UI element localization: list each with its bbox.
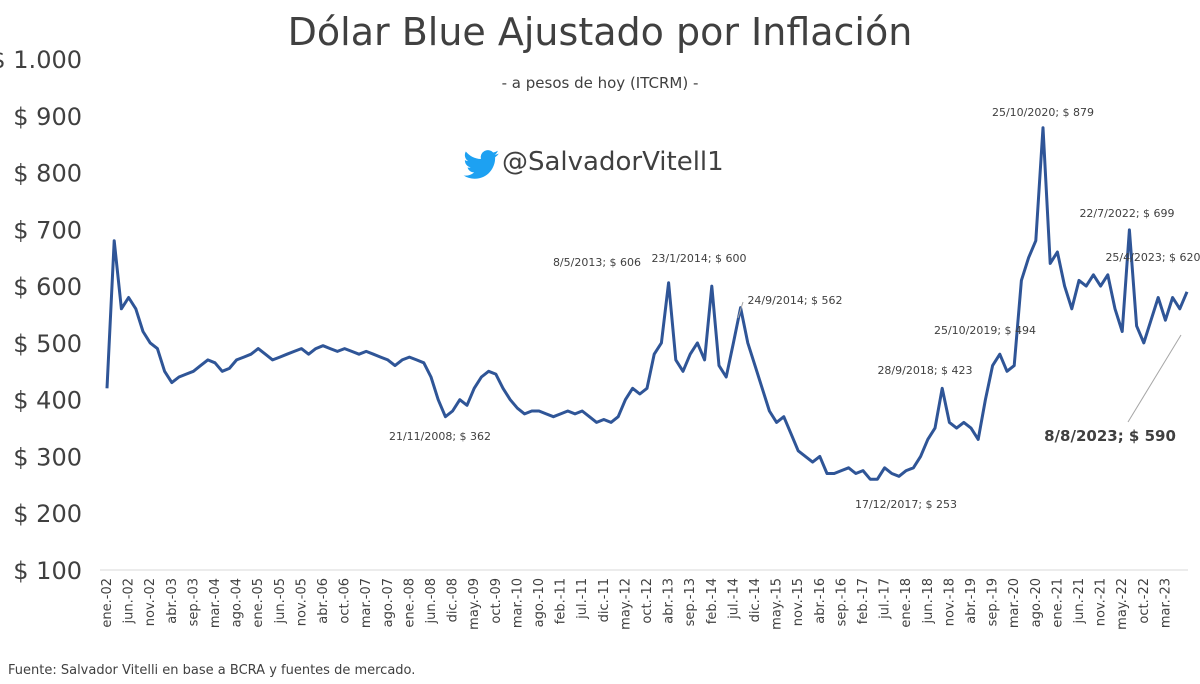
x-tick-label: mar.-20 [1007, 578, 1022, 628]
x-tick-label: jun.-18 [921, 578, 936, 624]
x-tick-label: oct.-06 [338, 578, 353, 624]
y-tick-label: $ 400 [13, 387, 82, 415]
chart-title: Dólar Blue Ajustado por Inflación [288, 10, 913, 54]
x-tick-label: mar.-23 [1158, 578, 1173, 628]
y-tick-label: $ 1.000 [0, 46, 82, 74]
x-tick-label: jun.-02 [122, 578, 137, 624]
data-line [105, 126, 1189, 481]
x-tick-label: abr.-03 [165, 578, 180, 624]
x-tick-label: mar.-07 [359, 578, 374, 628]
x-tick-label: may.-22 [1115, 578, 1130, 630]
x-tick-label: jul.-11 [575, 578, 590, 620]
annotation: 28/9/2018; $ 423 [877, 364, 972, 377]
x-tick-label: ene.-02 [100, 578, 115, 628]
y-tick-label: $ 800 [13, 160, 82, 188]
x-tick-label: ene.-21 [1050, 578, 1065, 628]
y-tick-label: $ 700 [13, 216, 82, 244]
x-tick-label: nov.-02 [143, 578, 158, 626]
y-tick-label: $ 900 [13, 103, 82, 131]
x-tick-label: nov.-15 [791, 578, 806, 626]
annotation: 25/4/2023; $ 620 [1105, 251, 1200, 264]
annotation: 17/12/2017; $ 253 [855, 498, 957, 511]
x-tick-label: jul.-17 [878, 578, 893, 620]
twitter-icon [463, 150, 499, 179]
annotation: 25/10/2020; $ 879 [992, 106, 1094, 119]
x-tick-label: dic.-11 [597, 578, 612, 622]
x-tick-label: abr.-19 [964, 578, 979, 624]
y-tick-label: $ 200 [13, 500, 82, 528]
annotation: 24/9/2014; $ 562 [747, 294, 842, 307]
x-tick-label: mar.-04 [208, 578, 223, 628]
x-tick-label: ago.-10 [532, 578, 547, 627]
x-tick-label: abr.-13 [662, 578, 677, 624]
x-tick-label: nov.-18 [942, 578, 957, 626]
annotation: 25/10/2019; $ 494 [934, 324, 1036, 337]
x-tick-label: ago.-07 [381, 578, 396, 627]
x-tick-label: ago.-04 [230, 578, 245, 627]
x-tick-label: dic.-14 [748, 578, 763, 622]
x-tick-label: ene.-05 [251, 578, 266, 628]
x-tick-label: nov.-05 [294, 578, 309, 626]
annotation: 8/5/2013; $ 606 [553, 256, 641, 269]
annotation: 22/7/2022; $ 699 [1079, 207, 1174, 220]
annotation: 21/11/2008; $ 362 [389, 430, 491, 443]
annotation-leader [737, 301, 744, 319]
x-tick-label: mar.-10 [510, 578, 525, 628]
x-tick-label: abr.-16 [813, 578, 828, 624]
x-tick-label: sep.-19 [986, 578, 1001, 626]
x-tick-label: ene.-08 [402, 578, 417, 628]
x-tick-label: feb.-11 [554, 578, 569, 624]
x-tick-label: sep.-03 [186, 578, 201, 626]
x-tick-label: abr.-06 [316, 578, 331, 624]
twitter-handle: @SalvadorVitell1 [502, 147, 724, 177]
annotation: 8/8/2023; $ 590 [1044, 427, 1176, 445]
y-tick-label: $ 500 [13, 330, 82, 358]
x-tick-label: oct.-09 [489, 578, 504, 624]
x-tick-label: oct.-22 [1137, 578, 1152, 624]
x-tick-label: sep.-13 [683, 578, 698, 626]
y-tick-label: $ 600 [13, 273, 82, 301]
x-tick-label: dic.-08 [446, 578, 461, 622]
chart-subtitle: - a pesos de hoy (ITCRM) - [502, 74, 699, 92]
x-tick-label: nov.-21 [1094, 578, 1109, 626]
x-tick-label: may.-15 [770, 578, 785, 630]
x-tick-label: jun.-05 [273, 578, 288, 624]
x-tick-label: feb.-17 [856, 578, 871, 624]
y-tick-label: $ 100 [13, 557, 82, 585]
x-tick-label: jun.-08 [424, 578, 439, 624]
source-note: Fuente: Salvador Vitelli en base a BCRA … [8, 663, 415, 678]
x-tick-label: may.-12 [618, 578, 633, 630]
x-tick-label: sep.-16 [834, 578, 849, 626]
x-tick-label: jun.-21 [1072, 578, 1087, 624]
x-tick-label: jul.-14 [726, 578, 741, 620]
x-tick-label: feb.-14 [705, 578, 720, 624]
x-tick-label: may.-09 [467, 578, 482, 630]
x-tick-label: ago.-20 [1029, 578, 1044, 627]
annotation: 23/1/2014; $ 600 [651, 252, 746, 265]
y-tick-label: $ 300 [13, 443, 82, 471]
x-tick-label: oct.-12 [640, 578, 655, 624]
x-tick-label: ene.-18 [899, 578, 914, 628]
annotation-leader [1127, 334, 1182, 423]
